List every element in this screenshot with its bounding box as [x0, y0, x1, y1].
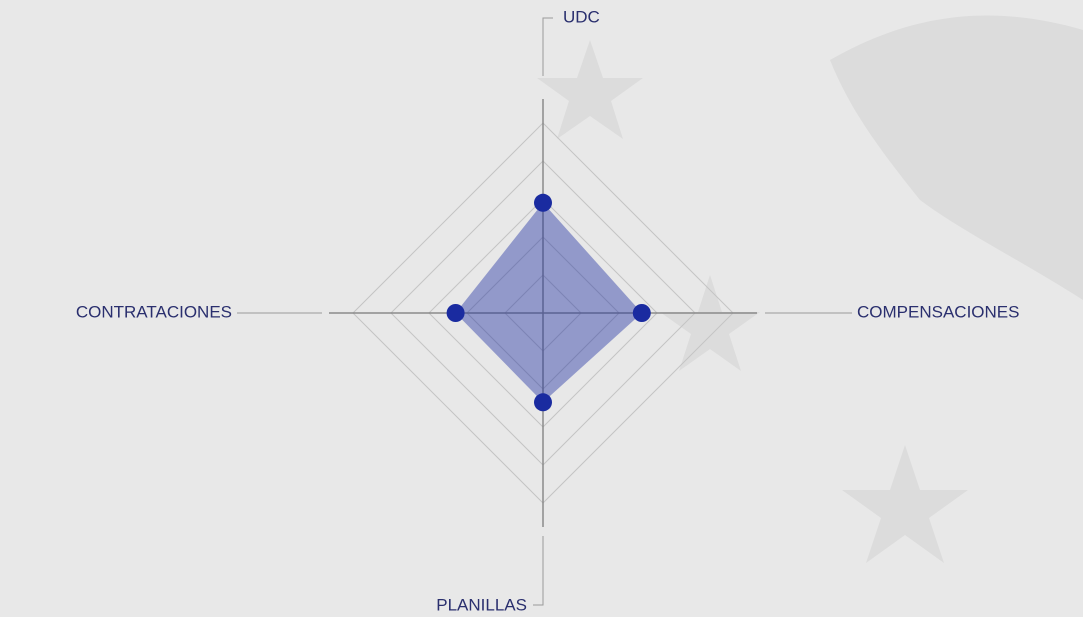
axis-label: PLANILLAS: [436, 595, 527, 614]
chart: UDC COMPENSACIONES PLANILLAS CONTRATACIO…: [0, 0, 1083, 617]
series-area: [456, 203, 642, 402]
axis-label: COMPENSACIONES: [857, 302, 1019, 321]
axis-label: CONTRATACIONES: [76, 302, 232, 321]
data-point: [447, 304, 465, 322]
data-point: [534, 194, 552, 212]
axis-label: UDC: [563, 7, 600, 26]
data-point: [534, 393, 552, 411]
page: UDC COMPENSACIONES PLANILLAS CONTRATACIO…: [0, 0, 1083, 617]
data-point: [633, 304, 651, 322]
